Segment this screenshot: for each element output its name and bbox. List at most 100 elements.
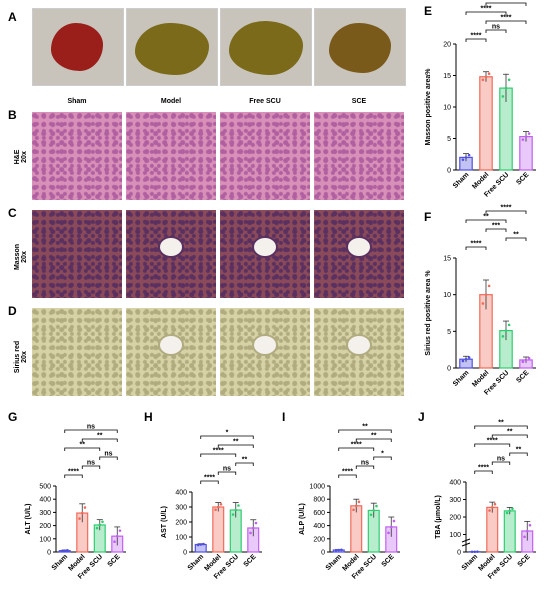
chart-h-point bbox=[199, 543, 203, 546]
chart-e-sig-label: **** bbox=[481, 6, 492, 13]
chart-h-sig-bracket bbox=[200, 453, 237, 457]
chart-i-sig-label: ns bbox=[361, 460, 369, 467]
chart-j-sig-bracket bbox=[474, 425, 528, 429]
chart-g-sig-bracket bbox=[99, 456, 118, 460]
chart-j-sig-label: **** bbox=[487, 438, 498, 445]
liver-photo-sham bbox=[32, 8, 124, 86]
histology-tile-h-e-2 bbox=[126, 112, 216, 200]
chart-g-ylabel: ALT (U/L) bbox=[25, 504, 32, 535]
chart-f-xtick-label-4: SCE bbox=[515, 369, 530, 384]
chart-g-point bbox=[113, 540, 116, 544]
chart-f-sig-label: ** bbox=[513, 232, 519, 239]
chart-i-sig-bracket bbox=[338, 474, 357, 478]
chart-g-point bbox=[115, 534, 119, 538]
chart-j-ytick-label: 400 bbox=[449, 480, 461, 487]
chart-f-sig-bracket bbox=[485, 228, 507, 232]
chart-f-point bbox=[527, 356, 531, 360]
chart-h-point bbox=[196, 543, 200, 547]
chart-g-sig-label: ** bbox=[97, 433, 103, 440]
chart-h-ytick-label: 0 bbox=[183, 550, 187, 557]
chart-j-point bbox=[490, 506, 494, 509]
chart-j-sig-bracket bbox=[491, 461, 511, 465]
group-caption-model: Model bbox=[160, 98, 182, 105]
chart-i-sig-label: ** bbox=[371, 433, 377, 440]
chart-f-point bbox=[501, 335, 505, 338]
chart-e-point bbox=[501, 95, 505, 98]
chart-e-sig-bracket bbox=[485, 2, 527, 6]
chart-j-bar-3 bbox=[503, 510, 516, 553]
chart-j-sig-bracket bbox=[474, 443, 511, 447]
chart-j-xtick-label-4: SCE bbox=[517, 553, 532, 568]
chart-g-sig-label: **** bbox=[68, 469, 79, 476]
chart-e-ytick-label: 0 bbox=[447, 168, 451, 175]
chart-f-xtick-label-1: Sham bbox=[452, 369, 470, 387]
chart-f-ylabel: Sirius red positive area % bbox=[425, 270, 432, 356]
chart-h-ytick-label: 400 bbox=[175, 490, 187, 497]
chart-g-point bbox=[63, 549, 67, 552]
histology-tile-sirius-red-2 bbox=[126, 308, 216, 396]
chart-h-ytick-label: 100 bbox=[175, 535, 187, 542]
panel-label-g: G bbox=[8, 410, 18, 424]
chart-i-ytick-label: 200 bbox=[313, 536, 325, 543]
chart-f-ytick-label: 0 bbox=[447, 366, 451, 373]
chart-e-point bbox=[464, 156, 468, 159]
chart-h-sig-label: **** bbox=[213, 448, 224, 455]
chart-g-point bbox=[78, 517, 81, 520]
chart-j-bar-2 bbox=[486, 506, 499, 553]
chart-h-ylabel: AST (U/L) bbox=[161, 506, 168, 538]
chart-h-point bbox=[251, 526, 255, 530]
chart-i-sig-bracket bbox=[338, 447, 375, 451]
chart-e-point bbox=[507, 78, 511, 82]
chart-e-point bbox=[521, 138, 525, 141]
chart-g-sig-label: ns bbox=[104, 451, 112, 458]
chart-g-sig-label: ** bbox=[80, 442, 86, 449]
histology-tile-sirius-red-1 bbox=[32, 308, 122, 396]
chart-g-point bbox=[66, 548, 69, 552]
chart-i-ytick-label: 600 bbox=[313, 510, 325, 517]
chart-j-ytick-label: 300 bbox=[449, 497, 461, 504]
histology-tile-sirius-red-4 bbox=[314, 308, 404, 396]
chart-f-sig-bracket bbox=[465, 246, 487, 250]
chart-j-ytick-label: 200 bbox=[449, 515, 461, 522]
chart-h-ytick-label: 200 bbox=[175, 520, 187, 527]
chart-e-sig-bracket bbox=[485, 29, 507, 33]
chart-f-sig-label: **** bbox=[471, 241, 482, 248]
chart-f-ytick-label: 10 bbox=[443, 292, 451, 299]
chart-i-sig-label: * bbox=[381, 451, 384, 458]
chart-g-sig-bracket bbox=[64, 447, 101, 451]
chart-e-point bbox=[484, 75, 488, 79]
chart-j-point bbox=[470, 550, 474, 554]
histology-tile-masson-2 bbox=[126, 210, 216, 298]
chart-j-xtick-label-1: Sham bbox=[461, 553, 479, 571]
chart-e-xtick-label-2: Model bbox=[471, 171, 490, 190]
chart-j-sig-label: ** bbox=[498, 420, 504, 427]
chart-e-sig-bracket bbox=[465, 11, 507, 15]
chart-e-xtick-label-1: Sham bbox=[452, 171, 470, 189]
chart-i-point bbox=[340, 548, 343, 552]
chart-j-point bbox=[511, 507, 514, 511]
chart-j-sig-label: ** bbox=[516, 447, 522, 454]
chart-g-point bbox=[80, 511, 84, 515]
group-caption-sce: SCE bbox=[351, 98, 367, 105]
chart-h-sig-bracket bbox=[235, 462, 254, 466]
chart-e-xtick-label-4: SCE bbox=[515, 171, 530, 186]
panel-label-a: A bbox=[8, 10, 17, 24]
panel-label-e: E bbox=[424, 4, 433, 18]
chart-j-sig-bracket bbox=[509, 452, 528, 456]
panel-label-h: H bbox=[144, 410, 153, 424]
panel-label-b: B bbox=[8, 108, 17, 122]
chart-i-sig-bracket bbox=[373, 456, 392, 460]
chart-j-ytick-label: 100 bbox=[449, 532, 461, 539]
chart-e-ytick-label: 15 bbox=[443, 73, 451, 80]
chart-e-point bbox=[467, 153, 471, 157]
chart-j-sig-label: ns bbox=[497, 456, 505, 463]
chart-h-bar-2 bbox=[212, 506, 225, 553]
chart-e-point bbox=[504, 86, 508, 90]
chart-h-sig-bracket bbox=[217, 471, 237, 475]
chart-g-point bbox=[98, 523, 102, 527]
chart-g-xtick-label-4: SCE bbox=[107, 553, 122, 568]
chart-j-point bbox=[488, 509, 491, 512]
chart-i-point bbox=[357, 500, 361, 504]
